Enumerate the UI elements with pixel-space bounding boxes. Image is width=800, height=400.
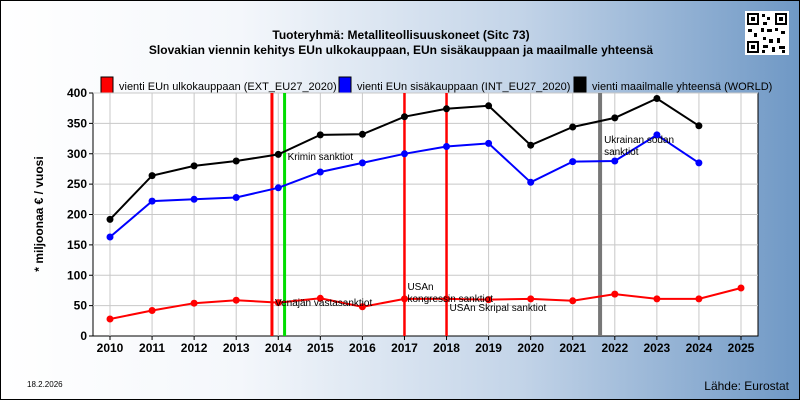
data-point bbox=[232, 194, 240, 201]
chart-title-line2: Slovakian viennin kehitys EUn ulkokauppa… bbox=[149, 43, 654, 57]
event-label: USAn Skripal sanktiot bbox=[450, 303, 547, 314]
y-tick-label: 300 bbox=[67, 147, 87, 161]
data-point bbox=[443, 143, 450, 150]
data-point bbox=[611, 290, 619, 298]
x-tick-label: 2016 bbox=[349, 341, 376, 355]
data-point bbox=[653, 95, 661, 102]
y-tick-label: 250 bbox=[67, 177, 87, 191]
x-tick-label: 2023 bbox=[644, 341, 671, 355]
data-point bbox=[316, 131, 324, 139]
data-point bbox=[148, 307, 156, 314]
x-tick-label: 2015 bbox=[307, 341, 334, 355]
data-point bbox=[274, 184, 282, 192]
legend-swatch bbox=[573, 76, 587, 94]
series-line bbox=[109, 287, 742, 320]
x-tick-label: 2018 bbox=[433, 341, 460, 355]
data-point bbox=[485, 102, 493, 110]
x-tick-label: 2011 bbox=[139, 341, 165, 355]
data-point bbox=[653, 131, 661, 139]
x-tick-label: 2025 bbox=[728, 341, 755, 355]
x-tick-label: 2021 bbox=[559, 341, 586, 355]
x-tick-label: 2022 bbox=[601, 341, 628, 355]
data-point bbox=[106, 215, 114, 223]
plot-area: 0 50 100 150 200 250 300 350 400 2010 2011 2012 2013… bbox=[67, 86, 759, 355]
data-point bbox=[358, 130, 366, 138]
legend: vienti EUn ulkokauppaan (EXT_EU27_2020) v… bbox=[100, 76, 772, 94]
x-tick-label: 2017 bbox=[391, 341, 418, 355]
data-point bbox=[401, 150, 408, 158]
y-tick-label: 0 bbox=[80, 329, 87, 343]
data-point bbox=[148, 172, 156, 180]
y-tick-label: 400 bbox=[67, 86, 87, 100]
legend-label: vienti EUn ulkokauppaan (EXT_EU27_2020) bbox=[119, 81, 337, 93]
data-point bbox=[232, 296, 240, 304]
y-tick-label: 100 bbox=[67, 268, 87, 282]
data-point bbox=[443, 105, 450, 113]
data-point bbox=[274, 299, 282, 307]
data-point bbox=[569, 158, 577, 166]
data-point bbox=[190, 162, 198, 170]
chart-title-line1: Tuoteryhmä: Metalliteollisuuskoneet (Sit… bbox=[272, 28, 529, 42]
data-point bbox=[611, 114, 619, 122]
data-point bbox=[527, 295, 535, 303]
data-point bbox=[695, 295, 703, 303]
data-point bbox=[695, 122, 703, 130]
qr-code bbox=[745, 11, 789, 55]
data-point bbox=[358, 159, 366, 167]
data-point bbox=[401, 113, 408, 121]
x-tick-label: 2019 bbox=[475, 341, 502, 355]
data-point bbox=[106, 233, 114, 241]
data-point bbox=[737, 284, 745, 292]
source-label: Lähde: Eurostat bbox=[704, 379, 789, 393]
data-point bbox=[190, 299, 198, 307]
y-tick-label: 200 bbox=[67, 208, 87, 222]
data-point bbox=[569, 123, 577, 131]
event-label: Krimin sanktiot bbox=[288, 152, 354, 163]
y-tick-label: 150 bbox=[67, 238, 87, 252]
data-point bbox=[358, 303, 366, 311]
data-point bbox=[316, 168, 324, 176]
event-label: USAn kongressin sanktiot bbox=[407, 282, 493, 305]
data-point bbox=[695, 159, 703, 167]
data-point bbox=[527, 141, 535, 149]
x-tick-label: 2014 bbox=[265, 341, 292, 355]
x-tick-label: 2024 bbox=[686, 341, 713, 355]
y-tick-label: 50 bbox=[74, 299, 88, 313]
data-point bbox=[485, 296, 493, 304]
data-point bbox=[274, 150, 282, 158]
y-axis-label: * miljoonaa € / vuosi bbox=[32, 156, 46, 271]
y-tick-label: 350 bbox=[67, 116, 87, 130]
data-point bbox=[316, 294, 324, 302]
data-point bbox=[485, 139, 493, 147]
data-point bbox=[653, 295, 661, 303]
x-tick-label: 2013 bbox=[223, 341, 250, 355]
data-point bbox=[527, 178, 535, 186]
x-tick-label: 2010 bbox=[97, 341, 124, 355]
event-label: Ukrainan sodan sanktiot bbox=[604, 135, 674, 158]
data-point bbox=[106, 315, 114, 323]
legend-label: vienti EUn sisäkauppaan (INT_EU27_2020) bbox=[357, 81, 570, 93]
event-label: Venäjän vastasanktiot bbox=[275, 298, 373, 309]
data-point bbox=[190, 195, 198, 203]
x-tick-label: 2012 bbox=[181, 341, 208, 355]
footer-date: 18.2.2026 bbox=[27, 380, 63, 389]
data-point bbox=[148, 197, 156, 205]
legend-swatch bbox=[100, 76, 114, 94]
data-point bbox=[232, 157, 240, 165]
legend-swatch bbox=[338, 76, 352, 94]
x-tick-label: 2020 bbox=[517, 341, 544, 355]
legend-label: vienti maailmalle yhteensä (WORLD) bbox=[592, 81, 772, 93]
data-point bbox=[569, 297, 577, 305]
data-point bbox=[443, 295, 450, 303]
data-point bbox=[401, 295, 408, 303]
data-point bbox=[611, 157, 619, 165]
